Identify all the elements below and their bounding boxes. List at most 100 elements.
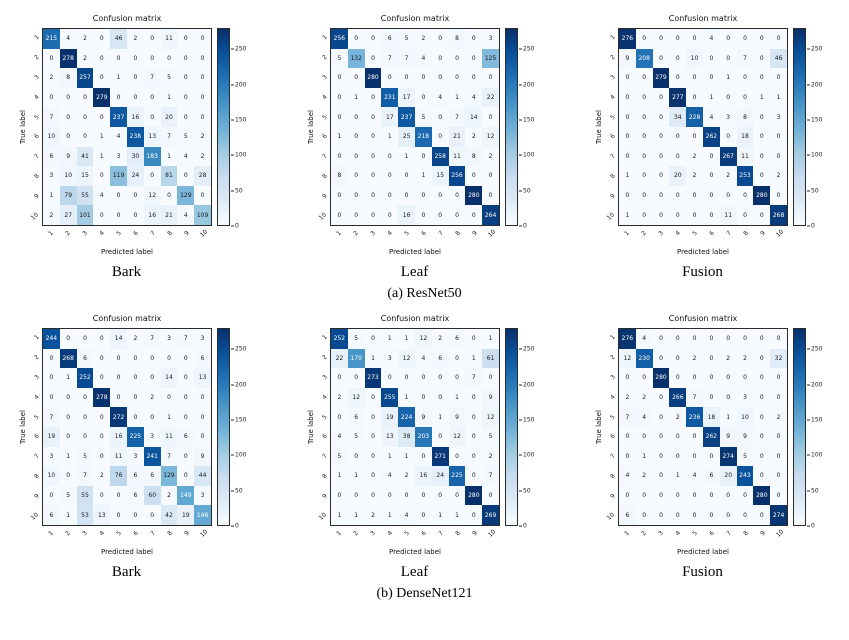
matrix-cell: 0 — [753, 368, 771, 388]
matrix-cell: 276 — [619, 329, 636, 349]
row-caption-resnet50: (a) ResNet50 — [387, 286, 462, 301]
matrix-cell: 1 — [160, 146, 178, 167]
matrix-cell: 0 — [93, 205, 111, 225]
matrix-cell: 0 — [753, 29, 771, 49]
matrix-cell: 0 — [194, 48, 211, 69]
matrix-cell: 1 — [59, 505, 77, 525]
matrix-cell: 1 — [431, 505, 449, 525]
y-tick: 9 — [609, 192, 617, 201]
matrix-cell: 0 — [482, 166, 499, 186]
chart-title: Confusion matrix — [380, 314, 450, 323]
colorbar-tick: 0 — [519, 223, 527, 230]
matrix-cell: 2 — [126, 29, 144, 49]
y-tick: 3 — [33, 73, 41, 82]
matrix-cell: 61 — [482, 348, 499, 369]
matrix-cell: 0 — [347, 107, 365, 127]
matrix-cell: 13 — [194, 368, 211, 388]
matrix-cell: 2 — [635, 387, 653, 408]
matrix-cell: 0 — [719, 185, 737, 206]
colorbar-tick: 100 — [519, 452, 534, 459]
matrix-cell: 0 — [331, 407, 348, 427]
matrix-cell: 0 — [635, 368, 653, 388]
matrix-cell: 24 — [126, 166, 144, 186]
matrix-cell: 0 — [110, 87, 127, 108]
matrix-cell: 0 — [702, 205, 720, 225]
matrix-cell: 10 — [736, 407, 754, 427]
matrix-cell: 0 — [719, 29, 737, 49]
x-tick-labels: 1 2 3 4 5 6 7 8 9 10 — [618, 526, 788, 548]
matrix-cell: 0 — [635, 166, 653, 186]
matrix-cell: 0 — [93, 29, 111, 49]
matrix-cell: 0 — [331, 185, 348, 206]
x-tick: 5 — [114, 529, 123, 538]
matrix-cell: 16 — [143, 205, 161, 225]
x-tick: 9 — [470, 529, 479, 538]
matrix-cell: 0 — [736, 485, 754, 506]
matrix-cell: 46 — [110, 29, 127, 49]
matrix-cell: 46 — [770, 48, 787, 69]
matrix-cell: 0 — [686, 68, 703, 88]
matrix-cell: 0 — [431, 29, 449, 49]
matrix-cell: 0 — [93, 107, 111, 127]
y-tick: 5 — [321, 113, 329, 121]
matrix-cell: 0 — [635, 127, 653, 147]
x-tick: 8 — [453, 529, 462, 538]
colorbar-tick: 0 — [231, 223, 239, 230]
matrix-cell: 1 — [719, 68, 737, 88]
matrix-cell: 0 — [110, 387, 127, 408]
x-tick: 3 — [368, 529, 377, 538]
matrix-cell: 0 — [76, 107, 94, 127]
matrix-cell: 0 — [331, 87, 348, 108]
matrix-cell: 0 — [160, 185, 178, 206]
matrix-cell: 203 — [414, 427, 432, 447]
matrix-cell: 256 — [448, 166, 466, 186]
matrix-cell: 0 — [619, 107, 636, 127]
heatmap-grid: 276 4 0 0 0 0 0 0 0 0 12 230 0 0 2 0 2 2 0 32 0 0 280 0 0 0 0 0 0 0 2 2… — [618, 328, 788, 526]
matrix-cell: 0 — [686, 29, 703, 49]
matrix-cell: 0 — [702, 505, 720, 525]
matrix-cell: 0 — [364, 485, 382, 506]
matrix-cell: 279 — [93, 87, 111, 108]
matrix-cell: 1 — [160, 87, 178, 108]
matrix-cell: 277 — [669, 87, 687, 108]
matrix-cell: 0 — [126, 348, 144, 369]
matrix-cell: 79 — [59, 185, 77, 206]
matrix-cell: 0 — [110, 368, 127, 388]
matrix-cell: 0 — [364, 48, 382, 69]
matrix-cell: 0 — [736, 368, 754, 388]
x-tick-labels: 1 2 3 4 5 6 7 8 9 10 — [330, 526, 500, 548]
matrix-cell: 109 — [194, 205, 211, 225]
matrix-cell: 0 — [364, 329, 382, 349]
matrix-cell: 2 — [160, 485, 178, 506]
matrix-cell: 0 — [93, 68, 111, 88]
matrix-cell: 6 — [431, 348, 449, 369]
matrix-cell: 279 — [652, 68, 670, 88]
matrix-cell: 41 — [76, 146, 94, 167]
colorbar-tick: 250 — [807, 346, 822, 353]
matrix-cell: 0 — [59, 87, 77, 108]
matrix-cell: 12 — [143, 185, 161, 206]
matrix-cell: 0 — [93, 485, 111, 506]
matrix-cell: 0 — [414, 446, 432, 467]
colorbar-tick-labels: 0 50 100 150 200 250 — [806, 28, 831, 230]
matrix-cell: 170 — [347, 348, 365, 369]
matrix-cell: 0 — [43, 368, 60, 388]
y-tick: 3 — [33, 373, 41, 382]
x-tick: 1 — [334, 229, 343, 238]
x-tick: 1 — [622, 229, 631, 238]
matrix-cell: 0 — [669, 368, 687, 388]
matrix-cell: 53 — [76, 505, 94, 525]
x-tick: 7 — [436, 229, 445, 238]
matrix-cell: 0 — [702, 48, 720, 69]
matrix-cell: 0 — [719, 87, 737, 108]
matrix-cell: 0 — [753, 166, 771, 186]
colorbar-tick: 0 — [519, 523, 527, 530]
y-tick: 5 — [33, 413, 41, 421]
matrix-cell: 0 — [770, 127, 787, 147]
matrix-cell: 0 — [482, 107, 499, 127]
matrix-cell: 0 — [177, 166, 195, 186]
x-tick: 2 — [639, 529, 648, 538]
y-tick: 7 — [609, 152, 617, 161]
matrix-cell: 0 — [753, 329, 771, 349]
matrix-cell: 21 — [160, 205, 178, 225]
